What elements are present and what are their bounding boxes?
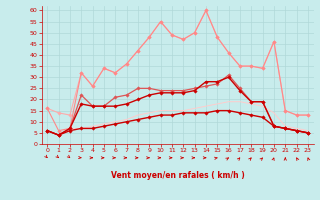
X-axis label: Vent moyen/en rafales ( km/h ): Vent moyen/en rafales ( km/h ) [111,171,244,180]
